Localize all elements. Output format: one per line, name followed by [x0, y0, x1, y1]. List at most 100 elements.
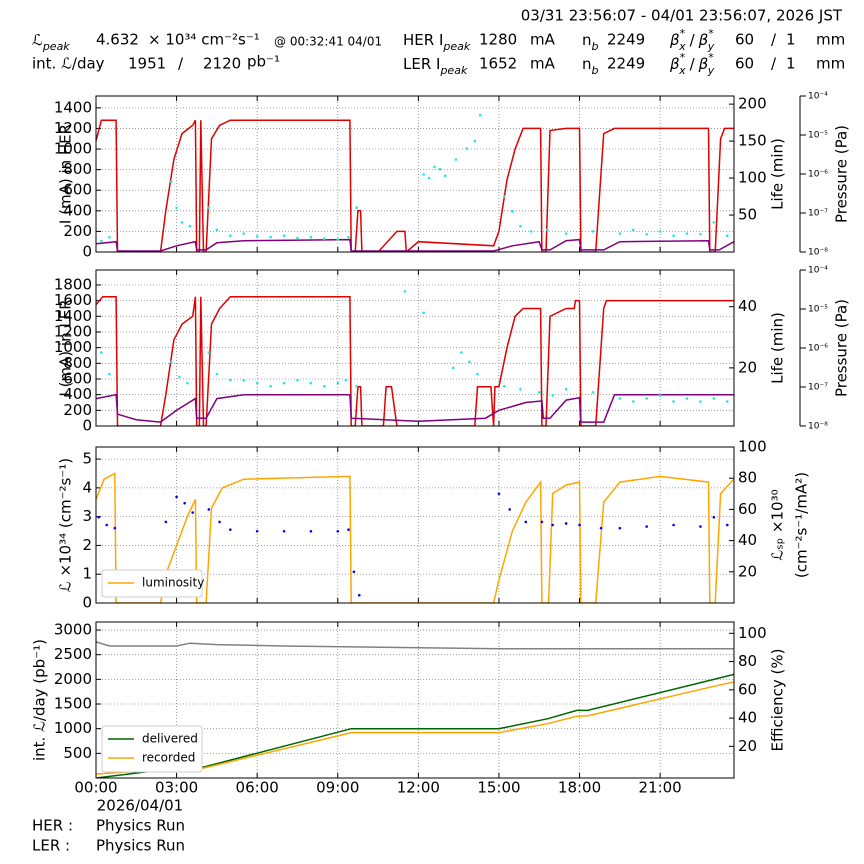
data-point [229, 528, 232, 531]
data-point [699, 232, 702, 236]
y-tick-label: 1000 [54, 338, 92, 356]
her-info: HER Ipeak 1280 mA nb 2249 β* x / β* y 60/1 mm [403, 27, 845, 53]
y-tick-label: 200 [63, 222, 92, 240]
data-point [97, 515, 100, 519]
y-tick-label: 2 [82, 536, 92, 554]
data-point [618, 397, 622, 400]
y2-tick-label: 80 [738, 469, 757, 487]
data-point [422, 173, 426, 176]
data-point [282, 381, 286, 385]
data-point [631, 400, 635, 403]
data-point [255, 529, 259, 533]
beta-unit: mm [816, 55, 845, 73]
y2-tick-label: 20 [738, 737, 757, 755]
slash: / [690, 31, 696, 49]
data-point [712, 515, 716, 519]
bunches: 2249 [607, 31, 645, 49]
bunches: 2249 [607, 55, 645, 73]
data-point [336, 529, 340, 533]
y3-tick-label: 10⁻⁴ [808, 92, 828, 102]
plot-frame [95, 95, 735, 253]
data-point [540, 520, 544, 524]
beta: β [698, 55, 709, 73]
y2-tick-label: 100 [738, 624, 767, 642]
footer-her-label: HER : [32, 817, 73, 835]
data-point [433, 165, 436, 169]
data-point [309, 235, 313, 239]
data-point [269, 384, 272, 388]
data-point [164, 520, 168, 524]
data-point [355, 206, 358, 209]
data-point [229, 378, 232, 382]
y-tick-label: 4 [82, 478, 92, 496]
star: * [680, 51, 686, 64]
y-axis-label: ℒ ×10³⁴ (cm⁻²s⁻¹) [57, 458, 75, 592]
bunch-label: nb [582, 55, 599, 77]
data-point [207, 206, 211, 209]
x-tick-label: 21:00 [639, 779, 682, 797]
data-point [645, 525, 648, 528]
label: HER I [403, 31, 443, 49]
data-point [519, 224, 522, 228]
data-point [631, 228, 635, 232]
data-point [672, 523, 675, 527]
x-tick-label: 09:00 [316, 779, 359, 797]
y-tick-label: 2500 [54, 645, 92, 663]
data-line [96, 641, 734, 650]
y2-tick-label: 150 [738, 132, 767, 150]
y2-tick-label: 50 [738, 206, 757, 224]
x-tick-label: 18:00 [558, 779, 601, 797]
current-unit: mA [530, 55, 556, 73]
y-tick-label: 0 [82, 594, 92, 612]
data-point [725, 400, 729, 403]
data-point [105, 523, 109, 527]
intl-unit: pb⁻¹ [247, 53, 280, 71]
sub-y: y [707, 40, 715, 53]
data-point [699, 525, 702, 528]
y-axis-label: I (mA) in HER [57, 124, 75, 224]
ring-label: LER Ipeak [403, 55, 468, 77]
beta: β [669, 31, 680, 49]
data-point [188, 224, 192, 228]
legend-box [101, 569, 203, 598]
data-point [712, 221, 716, 224]
data-point [344, 378, 348, 382]
data-point [529, 229, 533, 233]
y-tick-label: 1 [82, 565, 92, 583]
y-tick-label: 200 [63, 401, 92, 419]
y-tick-label: 600 [63, 181, 92, 199]
ler-info: LER Ipeak 1652 mA nb 2249 β* x / β* y 60/1 mm [403, 51, 845, 77]
peak-current: 1280 [479, 31, 517, 49]
star: * [708, 51, 714, 64]
lpeak-label: ℒpeak [32, 31, 70, 53]
data-point [511, 210, 514, 213]
subscript: b [592, 40, 599, 53]
data-point [175, 206, 178, 209]
intl-sep: / [178, 55, 184, 73]
legend-label: delivered [142, 732, 198, 746]
y-tick-label: 1500 [54, 695, 92, 713]
y-tick-label: 600 [63, 369, 92, 387]
sub-x: x [678, 40, 686, 53]
y2-tick-label: 40 [738, 531, 757, 549]
data-point [427, 176, 431, 180]
data-point [672, 400, 675, 403]
y2-tick-label: 60 [738, 680, 757, 698]
data-point [296, 378, 299, 382]
y2-tick-label: 200 [738, 95, 767, 113]
y3-tick-label: 10⁻⁸ [808, 248, 828, 258]
data-point [465, 147, 469, 150]
y2-tick-label: 100 [738, 438, 767, 456]
data-point [108, 235, 111, 239]
data-point [282, 234, 286, 238]
data-point [100, 351, 103, 354]
data-point [564, 387, 568, 391]
beta-x: 60 [735, 31, 754, 49]
data-point [699, 400, 702, 403]
data-point [725, 234, 729, 238]
y-tick-label: 5 [82, 450, 92, 468]
beta-x: 60 [735, 55, 754, 73]
data-point [100, 239, 103, 243]
y2-tick-label: 100 [738, 169, 767, 187]
